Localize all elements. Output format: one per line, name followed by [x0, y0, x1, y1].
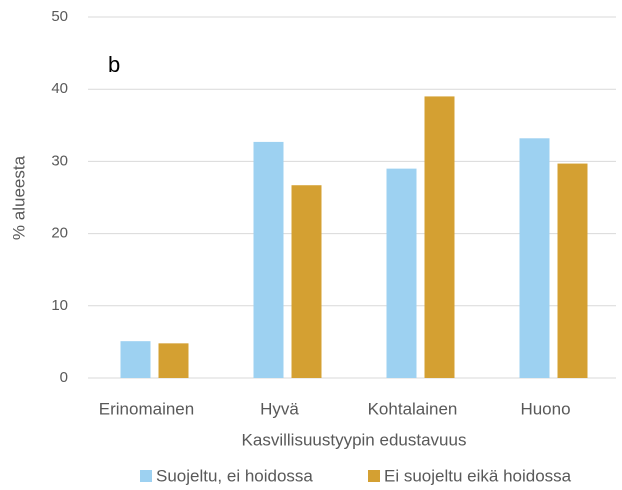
bar: [120, 341, 151, 378]
bar: [424, 96, 455, 379]
legend-label: Ei suojeltu eikä hoidossa: [384, 466, 572, 485]
x-tick-label: Huono: [520, 399, 570, 418]
bar: [519, 138, 550, 378]
y-tick-label: 30: [51, 152, 68, 169]
x-tick-label: Erinomainen: [99, 399, 194, 418]
x-tick-label: Hyvä: [260, 399, 299, 418]
bar: [253, 141, 284, 378]
x-axis-label: Kasvillisuustyypin edustavuus: [242, 430, 467, 449]
y-axis-label: % alueesta: [9, 155, 28, 240]
bar: [557, 163, 588, 378]
legend-swatch: [140, 470, 152, 482]
y-tick-label: 50: [51, 8, 68, 25]
y-tick-label: 10: [51, 297, 68, 314]
y-tick-label: 40: [51, 80, 68, 97]
y-tick-label: 0: [60, 369, 68, 386]
bar: [386, 168, 417, 378]
panel-label: b: [108, 52, 120, 77]
y-tick-label: 20: [51, 225, 68, 242]
legend-label: Suojeltu, ei hoidossa: [156, 466, 313, 485]
bar: [158, 343, 189, 378]
legend-swatch: [368, 470, 380, 482]
bar: [291, 185, 322, 378]
x-tick-label: Kohtalainen: [368, 399, 458, 418]
